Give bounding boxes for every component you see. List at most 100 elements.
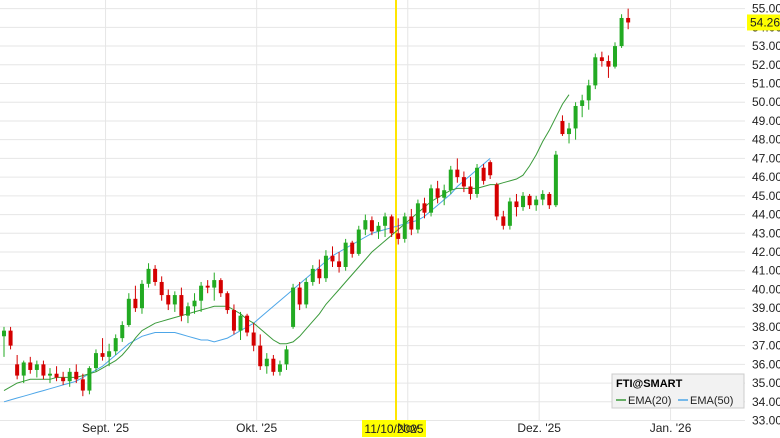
candle-body [34,364,39,370]
candle-body [599,57,604,62]
candle-body [100,353,105,357]
y-tick-label: 39.00 [752,301,780,315]
candle [80,373,85,397]
candle-body [218,280,223,294]
last-price-label: 54.26 [750,15,780,29]
candle [573,102,578,140]
candle [133,285,138,312]
y-tick-label: 37.00 [752,339,780,353]
candle-body [323,255,328,279]
candle-body [330,255,335,262]
candle-body [337,261,342,267]
candle-body [619,17,624,47]
candle [481,164,486,185]
candle-body [185,306,190,316]
candle [415,199,420,234]
y-tick-label: 43.00 [752,226,780,240]
candle-body [47,373,52,376]
candle [383,212,388,238]
candle-body [567,128,572,135]
candle [271,354,276,376]
candle-body [488,162,493,176]
candle [323,250,328,282]
candle [231,304,236,335]
y-tick-label: 48.00 [752,133,780,147]
candle [580,94,585,118]
candle [146,263,151,288]
candle [172,291,177,312]
y-tick-label: 44.00 [752,208,780,222]
candle-body [21,362,26,376]
candlestick-series [2,8,631,397]
candle-body [61,377,66,382]
candle-body [166,295,171,305]
candle [54,366,59,382]
candle-body [297,287,302,305]
x-tick-label: Okt. '25 [236,421,277,435]
candle-body [461,177,466,187]
candle [2,326,6,357]
candle [389,214,394,238]
ema20-line [3,94,570,392]
candle [567,122,572,144]
candle-body [192,300,197,307]
candle [179,287,184,322]
candle-body [245,315,250,333]
candle-body [310,268,315,282]
candle-body [547,193,552,206]
candle-body [107,351,112,357]
candle-body [271,358,276,372]
candle-body [205,285,210,288]
legend-entry: EMA(20) [628,395,671,407]
candle-body [383,216,388,226]
y-tick-label: 40.00 [752,282,780,296]
candle-body [507,201,512,226]
y-tick-label: 35.00 [752,376,780,390]
candle [185,302,190,324]
candle-body [494,184,499,217]
candle-body [435,188,440,198]
candle [363,214,368,236]
candle-body [415,203,420,230]
candle [343,238,348,271]
crosshair-date-box [362,420,426,437]
candle [297,281,302,311]
candle [15,354,20,380]
candle-body [199,285,204,301]
candle [113,334,118,355]
candle-body [442,190,447,198]
last-price-box [747,14,780,31]
y-tick-label: 38.00 [752,320,780,334]
candle-body [54,373,59,378]
candle [350,240,355,258]
candle-body [133,298,138,309]
candle [212,272,217,301]
candle [448,165,453,194]
candle [28,356,33,374]
candle [238,311,243,341]
candle [402,212,407,243]
candle-body [363,220,368,230]
candle [107,343,112,367]
candle [284,345,289,370]
candle-body [402,216,407,239]
chart-legend: FTI@SMART EMA(20) EMA(50) [611,373,745,409]
candle-body [28,362,33,370]
candle [593,53,598,90]
candle-body [481,167,486,181]
candle-body [146,268,151,284]
candle [74,364,79,384]
candle [507,197,512,230]
y-tick-label: 46.00 [752,170,780,184]
candle [619,14,624,48]
candle-body [409,216,414,230]
candle [225,291,230,314]
candle-body [429,188,434,213]
y-tick-label: 33.00 [752,414,780,428]
candle-body [586,85,591,101]
candle-body [389,216,394,234]
candle-body [41,364,46,376]
candle [461,171,466,193]
candle [304,278,309,309]
